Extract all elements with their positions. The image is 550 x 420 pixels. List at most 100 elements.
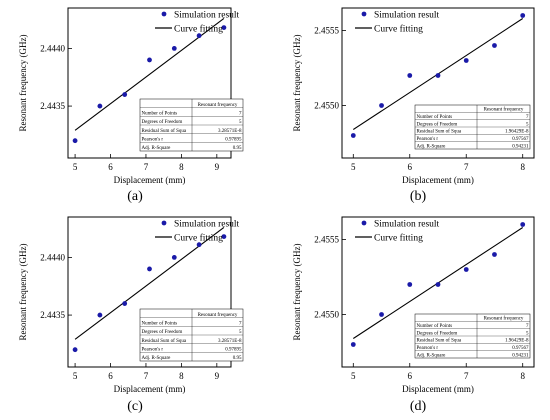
- stats-label: Adj. R-Square: [417, 144, 447, 149]
- y-axis-title: Resonant frequency (GHz): [18, 244, 28, 341]
- y-tick-label: 2.4440: [40, 43, 65, 53]
- stats-value: 0.95: [233, 146, 242, 151]
- y-tick-label: 2.4435: [40, 310, 65, 320]
- x-tick-label: 7: [144, 162, 149, 172]
- stats-label: Adj. R-Square: [142, 356, 172, 361]
- legend: Simulation result Curve fitting: [155, 11, 240, 35]
- legend-label-fit: Curve fitting: [374, 24, 423, 35]
- data-point: [350, 342, 356, 347]
- x-tick-label: 8: [520, 371, 525, 381]
- stats-label: Residual Sum of Squa: [417, 339, 462, 344]
- x-tick-label: 7: [144, 371, 149, 381]
- x-tick-label: 5: [73, 371, 78, 381]
- data-point: [435, 282, 441, 287]
- x-tick-label: 5: [73, 162, 78, 172]
- stats-label: Number of Points: [142, 321, 178, 326]
- stats-label: Degrees of Freedom: [142, 120, 183, 125]
- panel-caption: (a): [127, 189, 143, 204]
- stats-value: 3.28571E-8: [218, 339, 242, 344]
- stats-value: 7: [239, 111, 242, 116]
- x-tick-label: 9: [215, 162, 220, 172]
- x-tick-label: 7: [464, 371, 469, 381]
- data-point: [97, 103, 103, 109]
- stats-value: 1.96429E-8: [505, 339, 529, 344]
- data-point: [221, 25, 227, 31]
- data-point: [407, 73, 413, 78]
- data-point: [520, 13, 526, 18]
- data-point: [379, 103, 384, 108]
- data-point: [171, 254, 177, 260]
- legend: Simulation result Curve fitting: [355, 11, 440, 35]
- data-point: [196, 33, 202, 39]
- stats-label: Degrees of Freedom: [417, 122, 458, 127]
- x-tick-label: 7: [464, 162, 469, 172]
- data-point: [350, 133, 356, 138]
- data-point: [520, 222, 526, 227]
- x-axis-title: Displacement (mm): [114, 384, 186, 394]
- legend-label-simulation: Simulation result: [174, 220, 240, 230]
- x-tick-label: 5: [351, 162, 356, 172]
- y-tick-label: 2.4555: [314, 26, 339, 36]
- chart-panel-3: 5 6 7 8 9 2.4435 2.4440 Displacement (mm) Resona…: [18, 216, 244, 414]
- stats-header: Resonant frequency: [484, 317, 524, 322]
- y-tick-label: 2.4435: [40, 101, 65, 111]
- y-tick-label: 2.4555: [314, 235, 339, 245]
- stats-table: Resonant frequency Number of Points 7 Degre…: [414, 104, 531, 149]
- data-point: [492, 43, 497, 48]
- stats-value: 0.94231: [512, 353, 529, 358]
- stats-label: Adj. R-Square: [417, 353, 447, 358]
- stats-value: 5: [526, 331, 529, 336]
- stats-label: Pearson's r: [142, 347, 164, 352]
- stats-label: Residual Sum of Squa: [142, 129, 187, 134]
- panel-caption: (d): [410, 399, 427, 414]
- stats-label: Number of Points: [142, 111, 178, 116]
- data-point: [72, 138, 78, 144]
- stats-header: Resonant frequency: [198, 103, 238, 108]
- data-point: [463, 58, 469, 63]
- stats-value: 7: [526, 324, 529, 329]
- legend-label-simulation: Simulation result: [374, 220, 440, 230]
- stats-table: Resonant frequency Number of Points 7 Degre…: [414, 313, 531, 358]
- legend-label-fit: Curve fitting: [374, 233, 423, 244]
- stats-value: 5: [239, 330, 242, 335]
- legend: Simulation result Curve fitting: [355, 220, 440, 244]
- x-tick-label: 8: [179, 371, 184, 381]
- chart-panel-1: 5 6 7 8 9 2.4435 2.4440 Displacement (mm) Resona…: [18, 7, 244, 204]
- stats-label: Pearson's r: [142, 137, 164, 142]
- stats-label: Adj. R-Square: [142, 146, 172, 151]
- legend-marker: [361, 11, 367, 17]
- stats-value: 0.97567: [512, 137, 529, 142]
- stats-value: 0.97895: [225, 137, 242, 142]
- stats-label: Pearson's r: [417, 137, 439, 142]
- stats-value: 5: [526, 122, 529, 127]
- panel-caption: (b): [410, 189, 427, 204]
- data-point: [147, 57, 152, 63]
- stats-label: Residual Sum of Squa: [417, 130, 462, 135]
- stats-label: Degrees of Freedom: [142, 330, 183, 335]
- x-tick-label: 6: [408, 162, 413, 172]
- stats-value: 0.97567: [512, 346, 529, 351]
- y-tick-label: 2.4550: [314, 310, 339, 320]
- stats-header: Resonant frequency: [484, 108, 524, 113]
- stats-value: 7: [526, 115, 529, 120]
- legend-marker: [161, 11, 167, 17]
- plot-frame: [341, 216, 535, 368]
- data-point: [463, 267, 469, 272]
- stats-label: Pearson's r: [417, 346, 439, 351]
- data-point: [72, 347, 78, 353]
- x-tick-label: 9: [215, 371, 220, 381]
- data-point: [407, 282, 413, 287]
- x-axis-title: Displacement (mm): [402, 175, 474, 185]
- x-axis-title: Displacement (mm): [114, 175, 186, 185]
- legend-label-simulation: Simulation result: [174, 11, 240, 21]
- y-axis-title: Resonant frequency (GHz): [18, 35, 28, 132]
- data-point: [171, 45, 177, 51]
- data-point: [147, 266, 152, 272]
- x-tick-label: 6: [408, 371, 413, 381]
- stats-label: Number of Points: [417, 115, 453, 120]
- legend-marker: [161, 220, 167, 226]
- legend-label-fit: Curve fitting: [174, 233, 223, 244]
- legend-label-fit: Curve fitting: [174, 24, 223, 35]
- data-point: [221, 234, 227, 240]
- stats-table: Resonant frequency Number of Points 7 Degre…: [139, 98, 244, 152]
